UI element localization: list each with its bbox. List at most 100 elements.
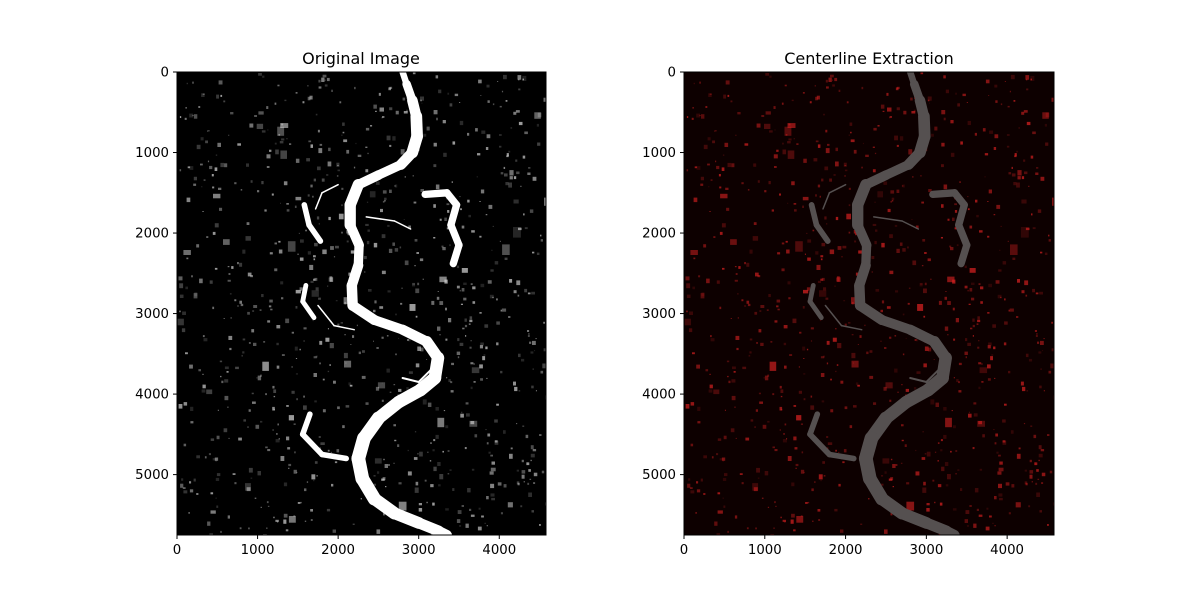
speckle bbox=[340, 322, 343, 324]
speckle bbox=[469, 319, 473, 323]
speckle bbox=[906, 501, 915, 511]
speckle bbox=[821, 178, 824, 182]
speckle bbox=[293, 423, 296, 425]
speckle bbox=[923, 363, 927, 368]
speckle bbox=[1030, 78, 1032, 81]
speckle bbox=[969, 505, 972, 507]
speckle bbox=[832, 84, 835, 87]
speckle bbox=[470, 283, 473, 285]
speckle bbox=[692, 352, 695, 355]
speckle bbox=[973, 523, 977, 528]
speckle bbox=[228, 134, 230, 136]
speckle bbox=[502, 244, 510, 255]
speckle bbox=[945, 291, 947, 292]
speckle bbox=[296, 471, 298, 473]
speckle bbox=[726, 360, 730, 363]
speckle bbox=[265, 446, 268, 449]
speckle bbox=[505, 100, 508, 102]
speckle bbox=[774, 129, 776, 131]
speckle bbox=[177, 318, 184, 326]
speckle bbox=[1029, 474, 1033, 479]
speckle bbox=[460, 208, 462, 211]
speckle bbox=[921, 457, 926, 460]
speckle bbox=[1018, 447, 1021, 450]
speckle bbox=[781, 242, 785, 245]
speckle bbox=[943, 75, 946, 79]
speckle bbox=[386, 368, 390, 373]
river-channel-segment bbox=[417, 368, 432, 383]
speckle bbox=[214, 457, 219, 461]
speckle bbox=[520, 185, 522, 187]
speckle bbox=[861, 86, 864, 90]
speckle bbox=[305, 229, 307, 232]
speckle bbox=[1038, 351, 1042, 354]
speckle bbox=[471, 367, 480, 374]
speckle bbox=[226, 371, 229, 373]
y-tick-label: 0 bbox=[668, 66, 676, 81]
speckle bbox=[437, 462, 441, 466]
speckle bbox=[771, 209, 774, 212]
speckle bbox=[1048, 234, 1050, 237]
speckle bbox=[785, 134, 788, 136]
speckle bbox=[967, 289, 969, 292]
speckle bbox=[303, 327, 307, 330]
speckle bbox=[285, 318, 290, 324]
speckle bbox=[337, 169, 340, 172]
speckle bbox=[943, 184, 948, 190]
speckle bbox=[699, 81, 701, 84]
speckle bbox=[834, 508, 838, 512]
speckle bbox=[373, 309, 376, 313]
speckle bbox=[915, 471, 920, 476]
speckle bbox=[853, 230, 857, 234]
speckle bbox=[249, 123, 254, 128]
speckle bbox=[1037, 209, 1042, 213]
speckle bbox=[1044, 123, 1047, 127]
speckle bbox=[230, 317, 232, 319]
speckle bbox=[237, 143, 241, 146]
speckle bbox=[343, 352, 348, 359]
speckle bbox=[485, 147, 489, 150]
speckle bbox=[532, 251, 535, 254]
speckle bbox=[844, 175, 846, 177]
speckle bbox=[716, 533, 721, 535]
image-area bbox=[177, 72, 546, 535]
speckle bbox=[409, 304, 416, 311]
speckle bbox=[278, 240, 281, 243]
speckle bbox=[393, 462, 395, 464]
speckle bbox=[435, 184, 440, 190]
speckle bbox=[716, 453, 719, 456]
speckle bbox=[851, 360, 859, 368]
speckle bbox=[981, 381, 984, 383]
speckle bbox=[524, 288, 528, 293]
speckle bbox=[272, 385, 275, 389]
speckle bbox=[272, 406, 275, 411]
speckle bbox=[383, 512, 385, 516]
speckle bbox=[281, 123, 284, 126]
speckle bbox=[987, 364, 991, 369]
speckle bbox=[947, 301, 951, 305]
speckle bbox=[239, 300, 242, 304]
speckle bbox=[304, 520, 307, 522]
speckle bbox=[852, 362, 854, 364]
speckle bbox=[1013, 100, 1016, 102]
speckle bbox=[1023, 159, 1026, 162]
speckle bbox=[904, 444, 907, 447]
speckle bbox=[200, 137, 204, 141]
speckle bbox=[543, 97, 546, 102]
speckle bbox=[497, 81, 499, 82]
speckle bbox=[1024, 280, 1029, 286]
y-tick-label: 3000 bbox=[135, 307, 169, 322]
speckle bbox=[521, 358, 525, 362]
speckle bbox=[262, 75, 265, 78]
speckle bbox=[734, 406, 736, 408]
speckle bbox=[1040, 368, 1042, 370]
speckle bbox=[457, 338, 460, 342]
speckle bbox=[223, 100, 226, 103]
speckle bbox=[275, 519, 279, 522]
speckle bbox=[964, 519, 968, 523]
x-tick-label: 1000 bbox=[241, 543, 275, 558]
speckle bbox=[798, 366, 800, 368]
speckle bbox=[508, 150, 511, 153]
speckle bbox=[288, 415, 294, 421]
speckle bbox=[518, 227, 522, 231]
